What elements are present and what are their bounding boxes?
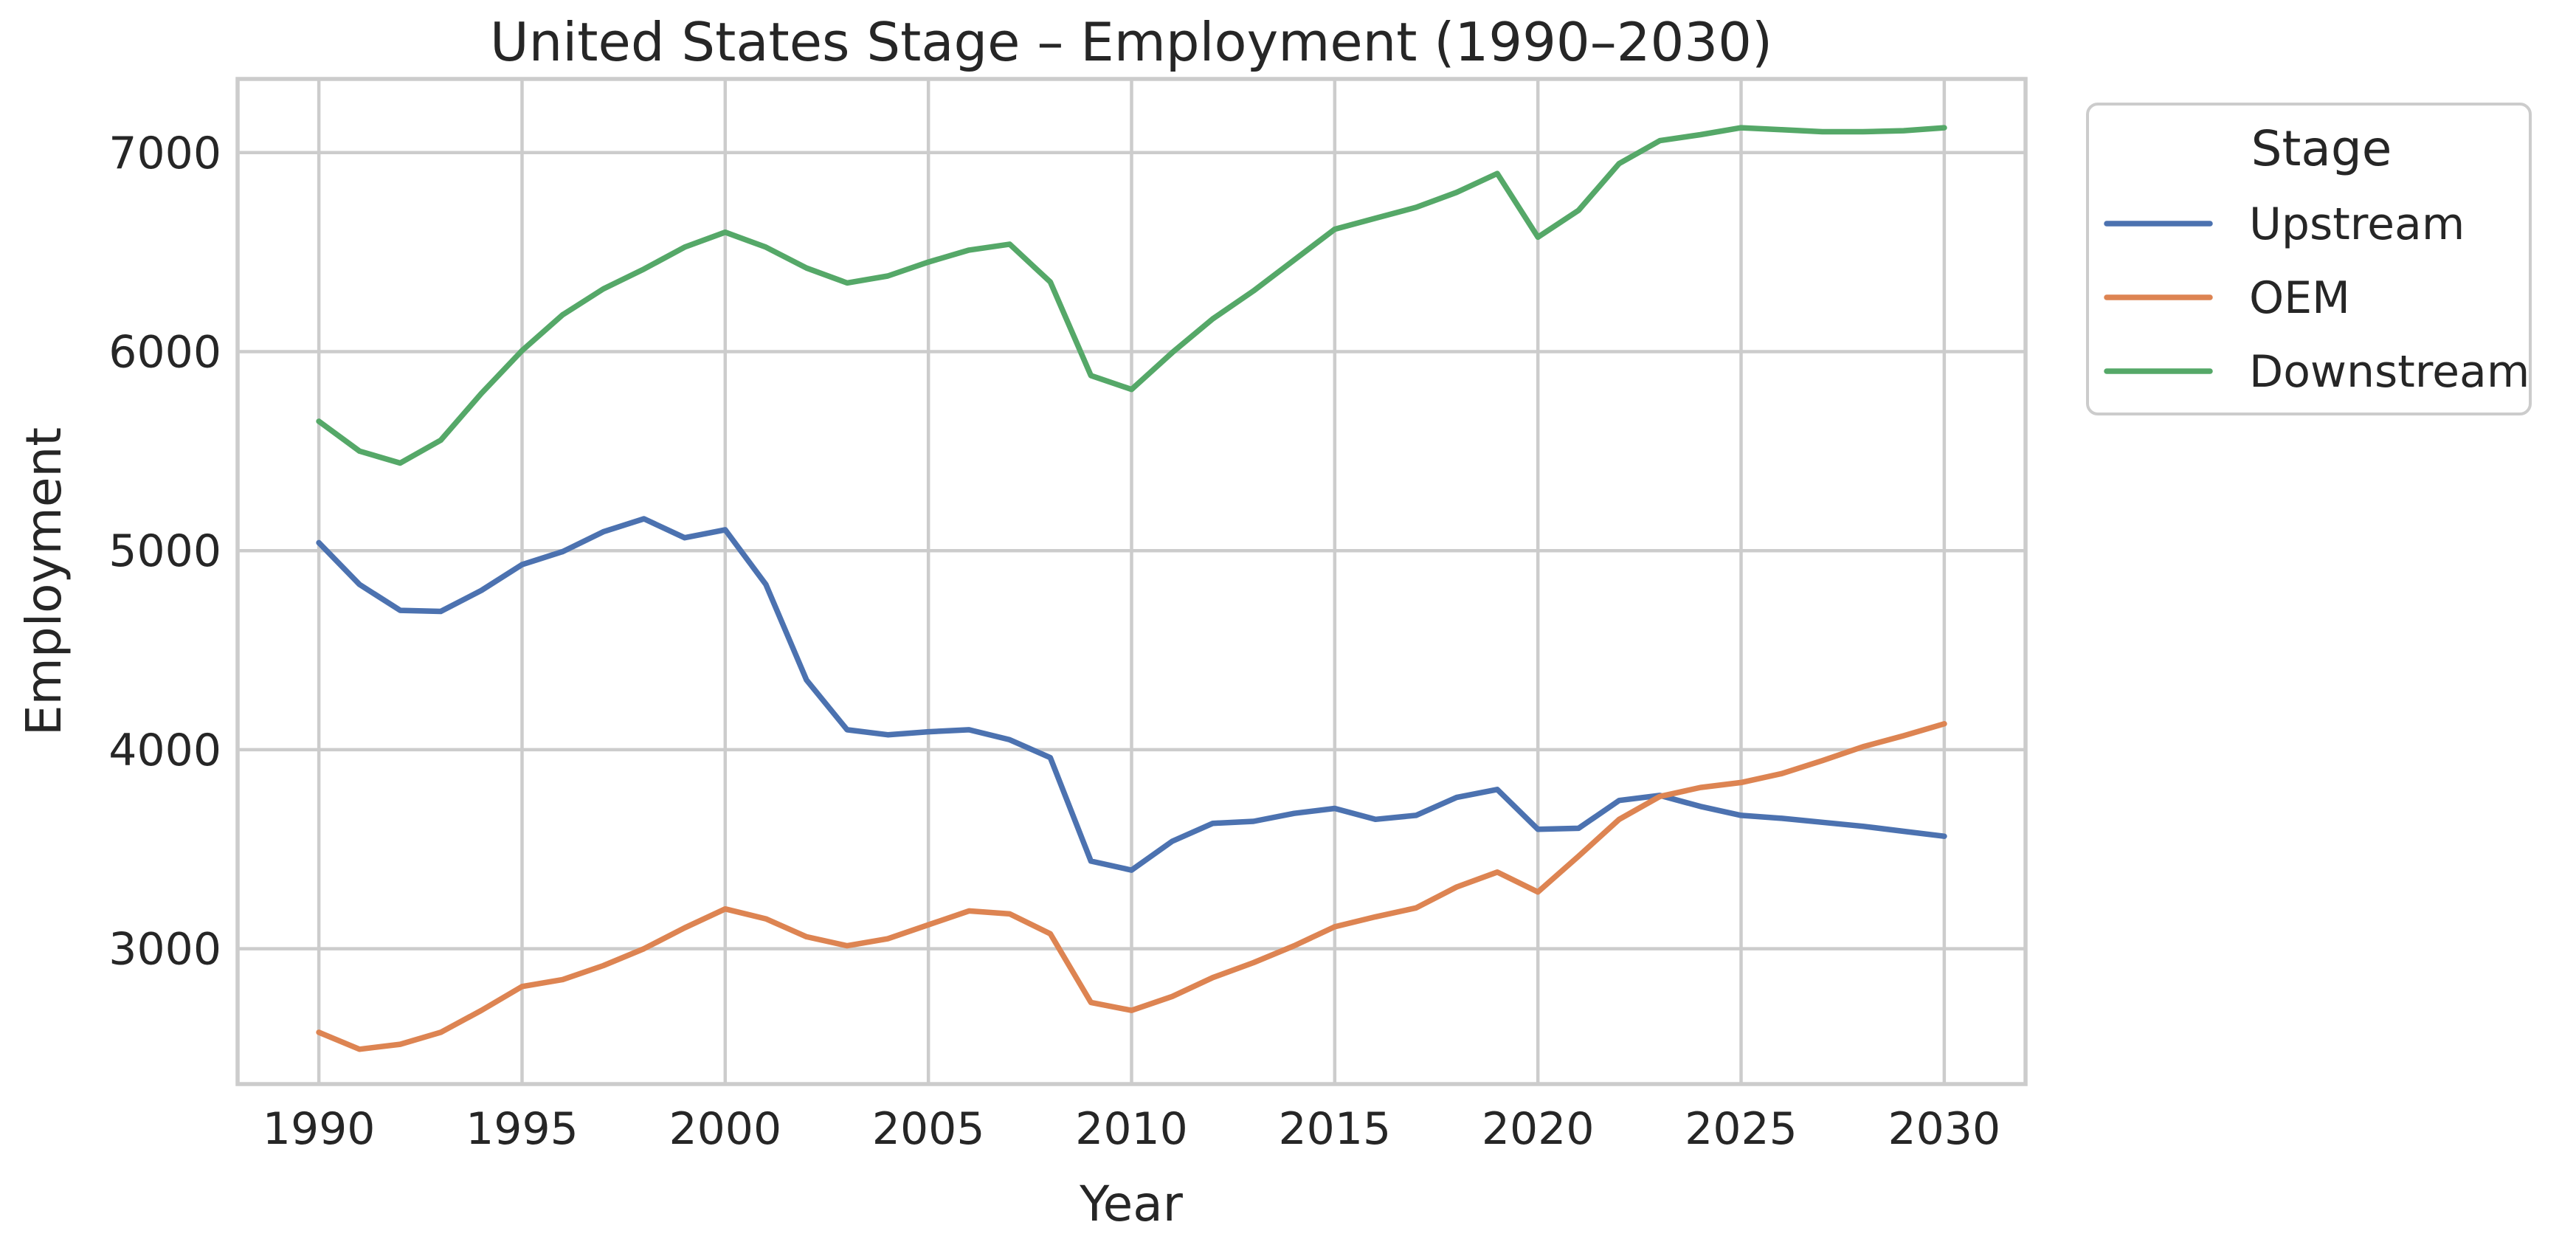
x-tick-label: 2005 xyxy=(872,1103,985,1155)
legend-title: Stage xyxy=(2251,120,2392,177)
x-tick-label: 1995 xyxy=(466,1103,579,1155)
y-axis-title: Employment xyxy=(15,427,72,736)
legend-frame xyxy=(2086,103,2532,415)
y-tick-label: 6000 xyxy=(108,326,221,378)
x-tick-labels: 1990 1995 2000 2005 2010 2015 2020 2025 2030 xyxy=(263,1103,2000,1155)
y-tick-label: 3000 xyxy=(108,924,221,976)
y-tick-label: 5000 xyxy=(108,525,221,577)
x-gridlines xyxy=(317,79,1947,1084)
chart-title: United States Stage – Employment (1990–2… xyxy=(490,11,1772,73)
x-tick-label: 2030 xyxy=(1888,1103,2001,1155)
legend: Stage Upstream OEM Downstream xyxy=(2086,103,2532,415)
x-tick-label: 2015 xyxy=(1278,1103,1391,1155)
series-line-downstream xyxy=(316,125,1947,466)
legend-label-downstream: Downstream xyxy=(2249,346,2530,398)
legend-label-oem: OEM xyxy=(2249,272,2350,324)
x-tick-label: 2020 xyxy=(1482,1103,1595,1155)
x-axis-title: Year xyxy=(1079,1176,1184,1232)
series-line-upstream xyxy=(316,516,1947,873)
x-tick-label: 2025 xyxy=(1685,1103,1798,1155)
y-tick-label: 7000 xyxy=(108,128,221,179)
series-line-oem xyxy=(316,721,1947,1052)
series-layer xyxy=(316,125,1947,1052)
legend-items: Upstream OEM Downstream xyxy=(2104,199,2530,398)
x-tick-label: 2000 xyxy=(669,1103,781,1155)
plot-frame xyxy=(235,77,2028,1086)
y-tick-label: 4000 xyxy=(108,725,221,776)
legend-label-upstream: Upstream xyxy=(2249,199,2465,250)
y-tick-labels: 3000 4000 5000 6000 7000 xyxy=(108,128,221,976)
x-tick-label: 2010 xyxy=(1075,1103,1188,1155)
x-tick-label: 1990 xyxy=(263,1103,376,1155)
